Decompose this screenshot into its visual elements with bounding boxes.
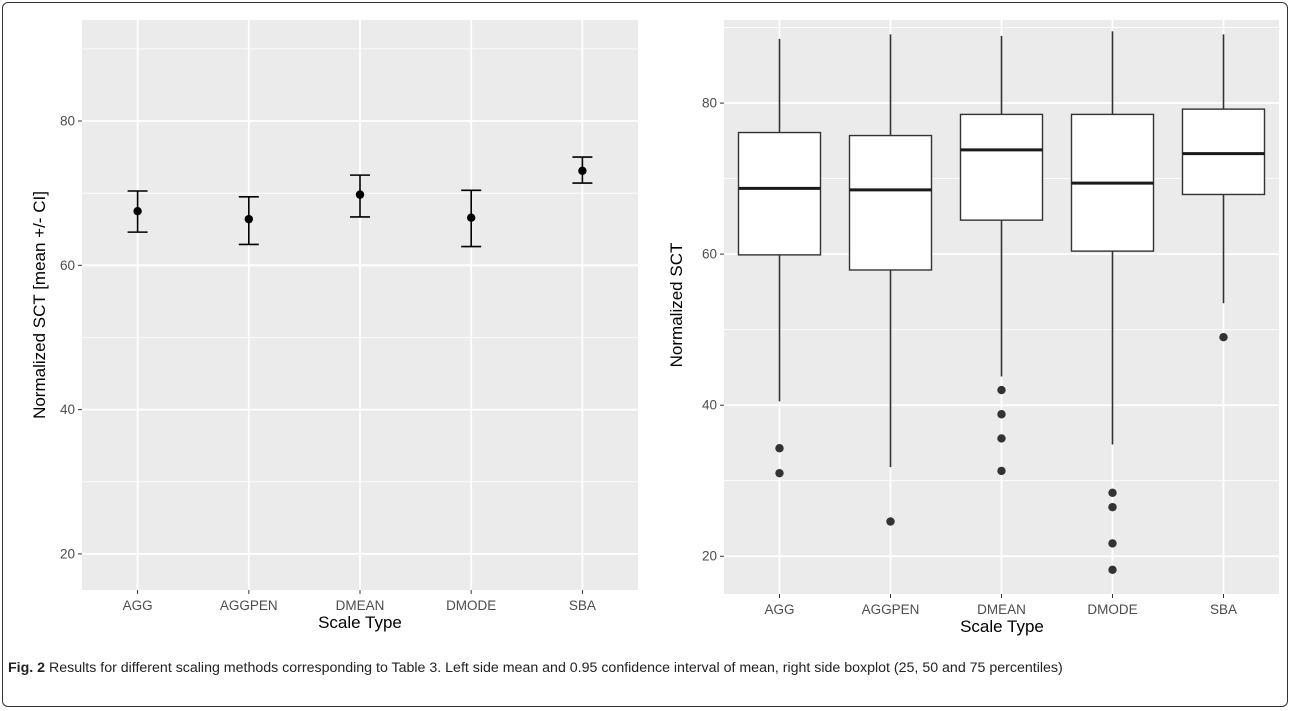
outlier-point [775,444,784,453]
left-y-tick-label: 40 [60,402,75,417]
outlier-point [1108,502,1117,512]
left-y-tick-label: 20 [60,546,75,561]
left-x-axis-title: Scale Type [318,613,402,632]
iqr-box [959,113,1044,221]
right-x-tick-label: AGG [764,602,794,617]
right-x-tick-label: DMODE [1087,602,1137,617]
caption-label: Fig. 2 [8,660,46,676]
left-x-tick-label: DMEAN [336,598,385,613]
right-x-axis-title: Scale Type [960,617,1044,636]
figure-caption: Fig. 2 Results for different scaling met… [8,658,1278,679]
right-y-tick-label: 60 [702,247,717,262]
mean-point [467,213,476,222]
outlier-point [997,385,1006,395]
right-boxplot-chart: 20 40 60 80 AGG AGGPEN DMEAN DMODE SBA Scale Ty… [667,20,1279,636]
left-x-tick-label: AGG [123,598,153,613]
outlier-point [997,434,1006,443]
iqr-box [1181,108,1266,196]
left-errorbar-chart: 20 40 60 80 AGG AGGPEN DMEAN DMODE SBA Scale Ty… [30,20,638,632]
right-y-tick-label: 20 [702,549,717,564]
outlier-point [775,468,784,478]
left-y-axis-title: Normalized SCT [mean +/- CI] [30,191,49,419]
right-x-tick-label: DMEAN [977,602,1026,617]
right-x-tick-label: SBA [1210,602,1237,617]
left-x-tick-label: DMODE [446,598,496,613]
outlier-point [1108,488,1117,497]
mean-point [355,190,365,199]
iqr-box [737,131,822,256]
mean-point [578,166,587,175]
outlier-point [886,517,895,526]
outlier-point [997,410,1006,419]
outlier-point [1108,565,1117,575]
right-y-tick-label: 80 [702,96,717,111]
left-y-tick-label: 80 [60,114,75,129]
mean-point [244,214,253,224]
caption-text: Results for different scaling methods co… [45,660,1063,676]
left-x-tick-label: AGGPEN [220,598,278,613]
mean-point [133,207,142,216]
left-x-tick-label: SBA [569,598,596,613]
iqr-box [848,134,933,271]
left-y-tick-label: 60 [60,258,75,273]
outlier-point [1108,539,1117,548]
outlier-point [997,466,1006,476]
right-y-tick-label: 40 [702,398,717,413]
right-y-axis-title: Normalized SCT [667,243,686,368]
outlier-point [1219,333,1228,342]
right-x-tick-label: AGGPEN [862,602,920,617]
